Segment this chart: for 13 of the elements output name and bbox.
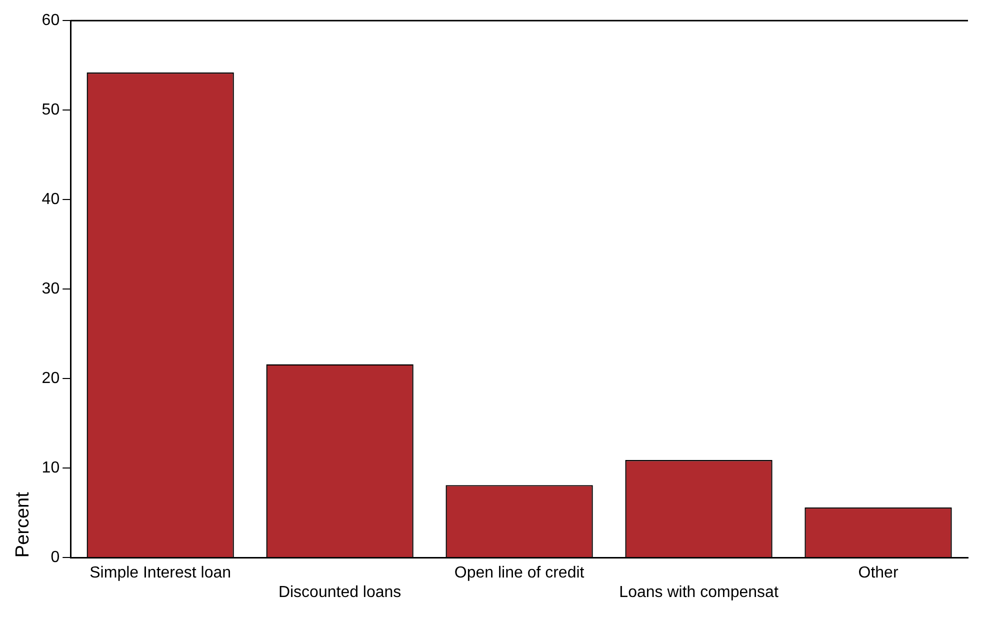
x-tick-label: Open line of credit bbox=[454, 564, 585, 582]
x-tick-label: Loans with compensat bbox=[619, 584, 779, 601]
y-tick-label: 60 bbox=[42, 12, 60, 30]
y-axis-title: Percent bbox=[12, 491, 34, 558]
y-tick-label: 30 bbox=[42, 280, 60, 298]
y-tick-label: 50 bbox=[42, 102, 60, 119]
y-tick-label: 0 bbox=[50, 549, 60, 566]
y-tick-label: 40 bbox=[42, 191, 60, 208]
y-tick-label: 10 bbox=[42, 460, 60, 477]
x-tick-label: Other bbox=[858, 564, 899, 582]
x-tick-label: Simple Interest loan bbox=[90, 564, 232, 582]
y-tick-label: 20 bbox=[42, 370, 60, 388]
x-tick-label: Discounted loans bbox=[278, 584, 402, 601]
